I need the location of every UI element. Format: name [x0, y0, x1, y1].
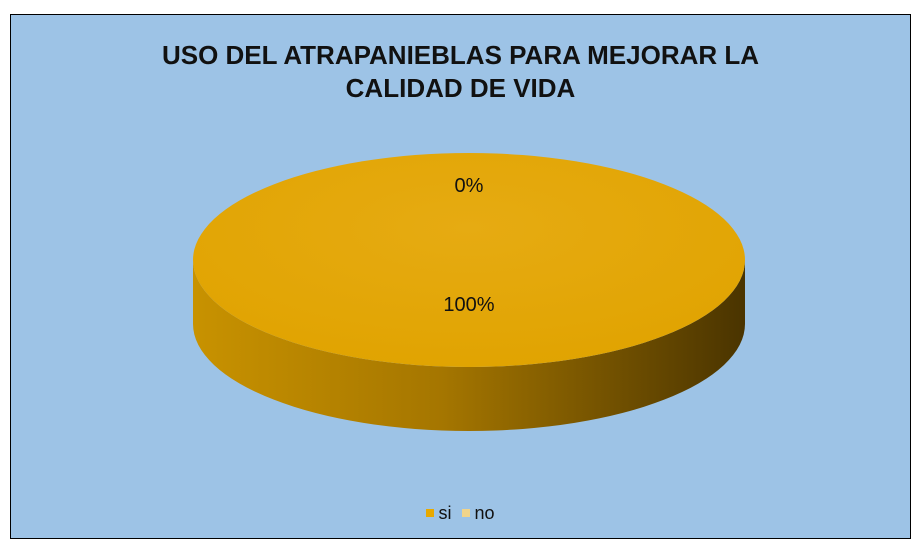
- legend-item-no: no: [462, 502, 495, 524]
- pie-slices: [193, 153, 745, 431]
- legend: si no: [11, 501, 910, 524]
- legend-item-si: si: [426, 503, 451, 524]
- chart-title-line-2: CALIDAD DE VIDA: [345, 73, 576, 103]
- legend-swatch-si: [426, 509, 435, 517]
- data-label-no: 0%: [455, 175, 484, 197]
- chart-title-line-1: USO DEL ATRAPANIEBLAS PARA MEJORAR LA: [161, 40, 760, 70]
- pie-plot: 0% 100%: [193, 153, 745, 431]
- legend-label-si: si: [438, 502, 452, 523]
- legend-swatch-no: [462, 509, 471, 517]
- chart-area: USO DEL ATRAPANIEBLAS PARA MEJORAR LA CA…: [10, 14, 911, 539]
- data-label-si: 100%: [443, 294, 494, 316]
- pie-slice-si: [193, 153, 745, 367]
- chart-title: USO DEL ATRAPANIEBLAS PARA MEJORAR LA CA…: [11, 39, 910, 105]
- legend-label-no: no: [474, 502, 495, 523]
- pie-side-si: [193, 260, 745, 431]
